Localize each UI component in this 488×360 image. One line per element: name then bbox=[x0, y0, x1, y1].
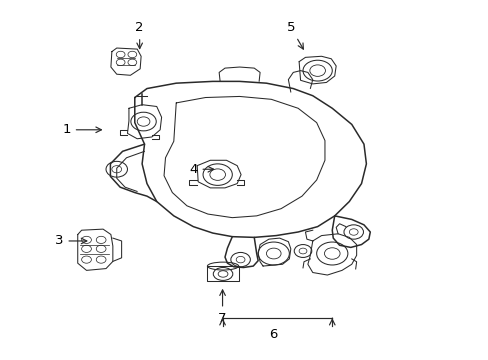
Text: 3: 3 bbox=[55, 234, 87, 247]
Text: 1: 1 bbox=[62, 123, 101, 136]
Text: 7: 7 bbox=[218, 290, 226, 325]
Text: 6: 6 bbox=[269, 328, 277, 341]
Text: 5: 5 bbox=[286, 21, 303, 49]
Text: 4: 4 bbox=[189, 163, 213, 176]
Text: 2: 2 bbox=[135, 21, 143, 49]
